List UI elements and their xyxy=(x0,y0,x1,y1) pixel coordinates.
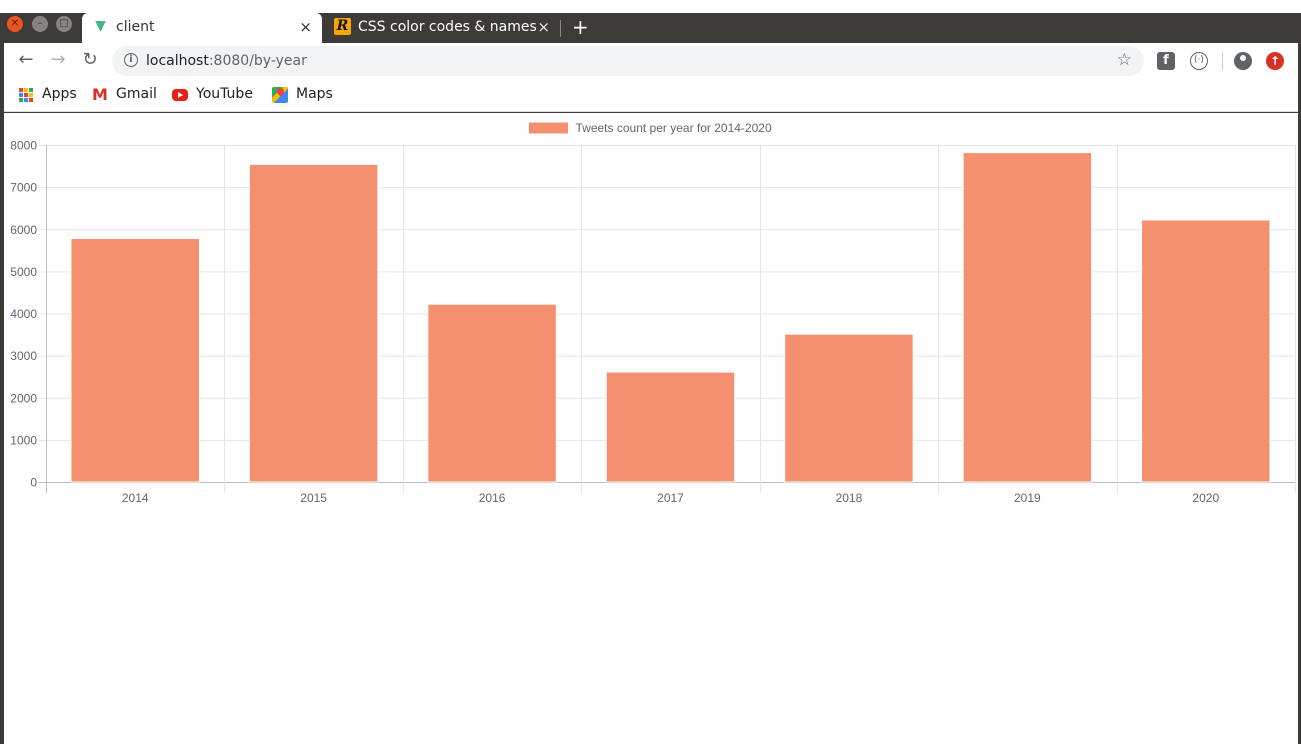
rapidtables-logo-icon: R xyxy=(334,18,351,35)
bookmark-star-icon[interactable]: ☆ xyxy=(1116,50,1132,70)
y-tick-label: 7000 xyxy=(10,181,37,195)
bookmark-label: Gmail xyxy=(116,86,157,102)
y-tick-label: 6000 xyxy=(10,223,37,237)
x-tick-label: 2015 xyxy=(300,491,327,505)
x-tick-label: 2019 xyxy=(1014,491,1041,505)
bar-2016 xyxy=(427,303,557,483)
maps-icon xyxy=(272,87,288,103)
bar-2018 xyxy=(784,333,914,483)
vue-logo-icon: ▼ xyxy=(95,18,106,34)
update-icon[interactable]: ↑ xyxy=(1266,52,1284,70)
bar-2014 xyxy=(70,238,200,483)
tab-client[interactable]: ▼ client × xyxy=(82,13,322,43)
bookmark-label: Maps xyxy=(296,86,333,102)
x-tick-label: 2014 xyxy=(122,491,149,505)
forward-button[interactable]: → xyxy=(48,50,68,70)
info-icon[interactable]: i xyxy=(124,53,138,67)
facebook-extension-icon[interactable]: f xyxy=(1157,52,1175,70)
legend-label: Tweets count per year for 2014-2020 xyxy=(576,121,772,135)
tab-close-button[interactable]: × xyxy=(537,18,550,36)
screen-top-strip xyxy=(0,0,1301,13)
url-text[interactable]: localhost:8080/by-year xyxy=(146,53,307,69)
x-tick-label: 2016 xyxy=(479,491,506,505)
reload-icon: ↻ xyxy=(82,49,98,70)
y-tick-label: 5000 xyxy=(10,265,37,279)
window-maximize-button[interactable]: □ xyxy=(56,16,72,32)
youtube-icon xyxy=(172,89,188,101)
bar-2019 xyxy=(962,152,1093,483)
y-tick-label: 1000 xyxy=(10,433,37,447)
y-tick-label: 8000 xyxy=(10,139,37,153)
x-tick-label: 2018 xyxy=(836,491,863,505)
gmail-icon: M xyxy=(92,85,108,104)
y-tick-label: 0 xyxy=(30,476,37,490)
url-host: localhost xyxy=(146,53,209,69)
address-bar[interactable]: i localhost:8080/by-year ☆ xyxy=(112,46,1144,76)
close-icon: ✕ xyxy=(10,18,20,29)
apps-grid-icon xyxy=(18,87,34,103)
bookmarks-bar: Apps M Gmail YouTube Maps xyxy=(4,79,1298,112)
minimize-icon: – xyxy=(37,18,43,29)
bar-2017 xyxy=(605,371,736,483)
profile-avatar-icon[interactable] xyxy=(1234,52,1252,70)
tab-separator xyxy=(560,20,561,37)
y-tick-label: 3000 xyxy=(10,349,37,363)
bookmark-label: Apps xyxy=(42,86,77,102)
back-button[interactable]: ← xyxy=(16,50,36,70)
tab-bar: ✕ – □ ▼ client × R CSS color codes & nam… xyxy=(0,13,1301,43)
y-tick-label: 4000 xyxy=(10,307,37,321)
bookmark-label: YouTube xyxy=(196,86,253,102)
arrow-right-icon: → xyxy=(50,49,66,70)
x-tick-label: 2020 xyxy=(1192,491,1219,505)
url-path: :8080/by-year xyxy=(208,53,307,69)
tweets-bar-chart: 0 1000 2000 3000 4000 5000 6000 7000 8000 2014 201… xyxy=(10,121,1296,505)
toolbar-separator xyxy=(1222,52,1223,70)
tab-title: CSS color codes & names xyxy=(358,19,537,35)
page-content: 0 1000 2000 3000 4000 5000 6000 7000 8000 2014 201… xyxy=(4,113,1298,744)
reload-button[interactable]: ↻ xyxy=(80,50,100,70)
maximize-icon: □ xyxy=(59,18,69,29)
tab-css-color-codes[interactable]: R CSS color codes & names × xyxy=(324,13,560,43)
tab-title: client xyxy=(116,19,155,35)
y-tick-label: 2000 xyxy=(10,391,37,405)
window-minimize-button[interactable]: – xyxy=(32,16,48,32)
arrow-left-icon: ← xyxy=(18,49,34,70)
legend-swatch xyxy=(528,121,569,135)
browser-toolbar: ← → ↻ i localhost:8080/by-year ☆ f (·) ↑ xyxy=(4,43,1298,79)
bar-2015 xyxy=(248,163,379,483)
tab-close-button[interactable]: × xyxy=(299,18,312,36)
browser-window: ✕ – □ ▼ client × R CSS color codes & nam… xyxy=(0,13,1301,744)
window-close-button[interactable]: ✕ xyxy=(7,16,23,32)
extension-icon[interactable]: (·) xyxy=(1190,52,1208,70)
bar-2020 xyxy=(1141,219,1271,483)
new-tab-button[interactable]: + xyxy=(572,15,589,39)
x-tick-label: 2017 xyxy=(657,491,684,505)
